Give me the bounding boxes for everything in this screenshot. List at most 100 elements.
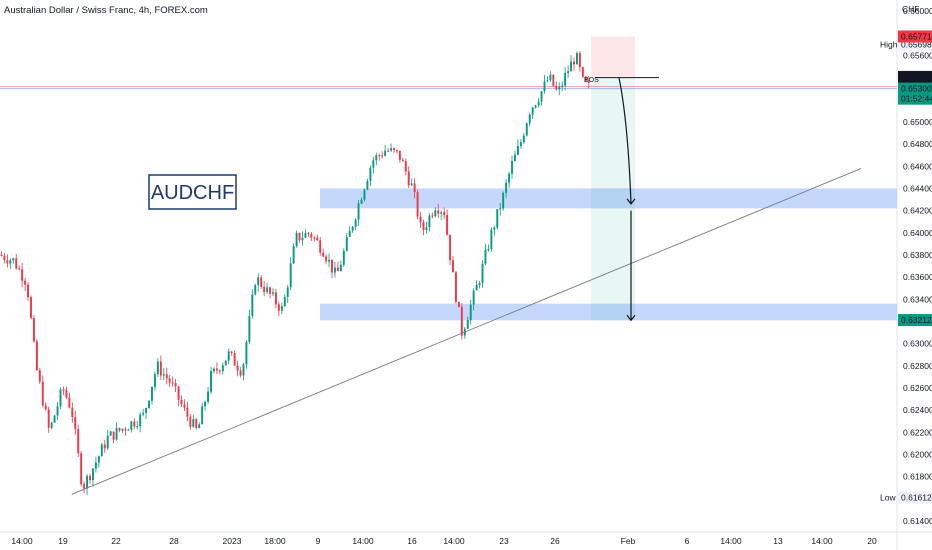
arrowhead-2 [626, 314, 636, 322]
candle-body [543, 81, 546, 92]
candle-body [272, 292, 274, 294]
candle-body [378, 155, 381, 157]
candle-body [375, 155, 378, 161]
price-tick-label: 0.64200 [903, 206, 932, 216]
time-axis[interactable]: 14:00 19 22 28 2023 18:00 9 14:00 16 14:00 23 26 Feb… [11, 536, 877, 546]
candle-body [339, 264, 342, 272]
candle-body [454, 272, 457, 302]
candle-body [449, 234, 452, 261]
candle-body [245, 341, 248, 365]
candle-body [322, 252, 325, 257]
candle-body [44, 405, 47, 410]
annotations: AUDCHF BOS [148, 77, 636, 322]
bos-annotation: BOS [584, 77, 599, 84]
time-tick-label: 6 [685, 536, 690, 546]
candle-body [319, 240, 322, 253]
time-tick-label: 2023 [223, 536, 242, 546]
trendline[interactable] [71, 168, 862, 495]
candle-body [121, 428, 124, 431]
candle-body [71, 407, 74, 418]
candle-body [77, 429, 80, 454]
candle-body [50, 422, 53, 428]
price-tag-green [898, 82, 932, 105]
candle-body [540, 91, 543, 102]
price-tick-label: 0.63800 [903, 250, 932, 260]
candle-body [257, 277, 260, 286]
candle-body [171, 382, 174, 384]
candle-body [487, 249, 490, 251]
candle-body [490, 229, 493, 250]
candle-body [177, 386, 180, 400]
candle-body [584, 76, 587, 82]
candle-body [6, 260, 9, 264]
candle-body [519, 142, 522, 147]
bar-countdown: 01:52:44 [901, 94, 932, 104]
candle-body [153, 374, 156, 387]
candle-body [528, 114, 531, 124]
time-tick-label: 14:00 [11, 536, 33, 546]
candle-body [575, 53, 578, 65]
candle-body [109, 431, 112, 436]
price-tick-label: 0.65000 [903, 117, 932, 127]
candle-body [452, 260, 454, 273]
zone-1 [320, 188, 897, 209]
candle-body [286, 287, 289, 297]
candle-body [354, 219, 357, 227]
candle-body [511, 161, 513, 174]
candle-body [387, 150, 390, 152]
candle-body [537, 101, 540, 106]
candle-body [313, 237, 316, 239]
candle-body [283, 296, 286, 307]
short-position-tool[interactable] [591, 36, 659, 321]
candle-body [372, 160, 375, 168]
candle-body [475, 285, 478, 291]
price-axis[interactable]: 0.660000.656000.654000.650000.648000.646… [880, 6, 932, 526]
candle-body [80, 453, 83, 485]
candle-body [218, 370, 221, 372]
price-tick-label: 0.64400 [903, 183, 932, 193]
candle-body [242, 364, 245, 376]
candle-body [56, 406, 59, 416]
price-tick-label: 0.62800 [903, 361, 932, 371]
candle-body [434, 210, 437, 217]
candle-body [195, 419, 198, 429]
candle-body [390, 148, 392, 151]
candle-body [83, 484, 86, 489]
price-tick-label: 0.65600 [903, 50, 932, 60]
candle-body [496, 209, 499, 228]
candle-body [407, 171, 410, 186]
candle-body [280, 306, 283, 311]
candle-body [472, 290, 475, 305]
candle-body [446, 215, 449, 235]
candle-body [47, 409, 50, 428]
candle-body [437, 210, 440, 214]
candle-body [295, 232, 298, 247]
candle-body [484, 249, 487, 264]
time-tick-label: 14:00 [720, 536, 742, 546]
projection-arrow-1 [618, 77, 632, 204]
candle-body [419, 216, 422, 223]
candle-body [558, 87, 561, 90]
candle-body [183, 404, 186, 408]
candle-body [401, 159, 404, 162]
candle-body [360, 199, 363, 204]
candle-body [431, 215, 434, 217]
candle-body [570, 61, 573, 72]
price-tick-label: 0.64800 [903, 139, 932, 149]
candle-body [342, 250, 345, 265]
zone-2 [320, 303, 897, 321]
candle-body [230, 351, 233, 353]
candle-body [336, 267, 339, 272]
candle-body [260, 277, 263, 287]
candle-body [136, 426, 139, 428]
candle-body [469, 304, 472, 321]
candle-body [289, 263, 292, 288]
candle-body [233, 352, 236, 366]
candle-body [369, 167, 372, 181]
support-trendline [71, 168, 862, 495]
candle-body [410, 183, 413, 186]
time-tick-label: 22 [111, 536, 121, 546]
candle-body [363, 189, 366, 200]
candle-body [425, 227, 428, 230]
